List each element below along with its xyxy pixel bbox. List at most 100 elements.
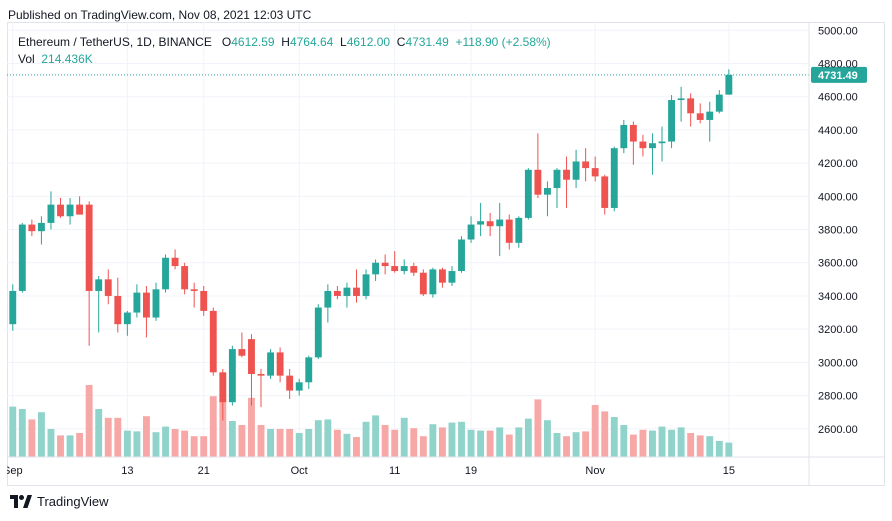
tradingview-footer[interactable]: TradingView — [10, 494, 109, 509]
volume-bar — [257, 425, 265, 457]
volume-bar — [391, 429, 399, 457]
candle — [677, 86, 685, 122]
volume-bar — [553, 433, 561, 457]
candle — [601, 174, 609, 215]
tradingview-logo-icon — [10, 495, 32, 508]
candle — [572, 149, 580, 189]
y-tick-label: 5000.00 — [818, 25, 858, 37]
candle — [591, 156, 599, 182]
volume-bar — [286, 429, 294, 457]
candle — [238, 332, 246, 358]
candle — [219, 369, 227, 421]
volume-bar — [324, 419, 332, 457]
candle-body — [620, 124, 628, 149]
volume-bar — [267, 429, 274, 457]
candle-body — [534, 169, 542, 195]
volume-bar — [314, 420, 322, 457]
volume-bar — [687, 433, 695, 457]
candle — [381, 254, 389, 275]
candle — [104, 269, 112, 305]
candle-body — [228, 349, 236, 403]
candle — [496, 202, 504, 257]
candle-body — [639, 141, 647, 149]
candle-body — [362, 274, 370, 296]
candle — [391, 251, 399, 273]
volume-bar — [658, 426, 666, 457]
volume-bar — [171, 429, 179, 457]
volume-bar — [677, 427, 685, 457]
volume-bars — [9, 385, 733, 457]
volume-bar — [85, 385, 93, 457]
candle — [515, 216, 523, 248]
volume-bar — [419, 436, 427, 457]
y-tick-label: 2800.00 — [818, 391, 858, 403]
candle-body — [591, 168, 599, 177]
candle — [553, 168, 561, 208]
candle — [286, 369, 294, 399]
candle — [114, 277, 122, 333]
candle-body — [524, 169, 532, 218]
volume-bar — [477, 430, 485, 457]
volume-bar — [152, 432, 160, 457]
candle-body — [57, 204, 64, 217]
symbol-legend: Ethereum / TetherUS, 1D, BINANCE O4612.5… — [18, 34, 551, 68]
last-price-label: 4731.49 — [818, 70, 858, 82]
candle-body — [486, 221, 494, 227]
candle-body — [668, 100, 675, 142]
volume-bar — [486, 430, 494, 457]
y-tick-label: 3400.00 — [818, 291, 858, 303]
candle-body — [696, 113, 704, 120]
candle-body — [66, 204, 74, 217]
volume-bar — [438, 427, 446, 457]
candle — [429, 267, 437, 298]
volume-bar — [95, 409, 103, 457]
low-label: L — [340, 35, 347, 49]
candle-body — [515, 217, 523, 243]
candle — [267, 349, 274, 379]
candle-body — [563, 169, 570, 180]
candle — [133, 284, 141, 318]
candle-body — [544, 188, 551, 195]
volume-bar — [515, 427, 523, 457]
volume-label: Vol — [18, 52, 35, 66]
candle-body — [687, 98, 695, 114]
volume-bar — [66, 435, 74, 457]
volume-bar — [572, 432, 580, 457]
price-axis[interactable]: 2600.00 2800.00 3000.00 3200.00 3400.00 3600.… — [808, 22, 858, 486]
candle — [37, 216, 45, 245]
volume-bar — [544, 420, 551, 457]
volume-bar — [219, 398, 227, 457]
volume-bar — [37, 412, 45, 457]
volume-bar — [9, 406, 17, 457]
candle-body — [190, 289, 198, 291]
candle — [725, 69, 733, 95]
volume-bar — [496, 427, 504, 457]
volume-bar — [706, 436, 714, 457]
x-tick-label: Oct — [291, 465, 308, 477]
symbol-name[interactable]: Ethereum / TetherUS, 1D, BINANCE — [18, 35, 212, 49]
candlestick-chart[interactable]: 4731.49 2600.00 2800.00 3000.00 3200.00 3400… — [7, 22, 885, 486]
legend-volume-row: Vol 214.436K — [18, 51, 551, 68]
chart-frame — [7, 22, 885, 486]
candle — [66, 197, 74, 225]
candle — [649, 133, 656, 175]
volume-bar — [458, 421, 465, 457]
candle — [209, 307, 217, 376]
volume-bar — [715, 441, 723, 457]
candle — [228, 345, 236, 406]
volume-bar — [362, 421, 370, 457]
candle — [400, 259, 408, 275]
candle-body — [725, 74, 733, 95]
volume-bar — [57, 435, 64, 457]
volume-bar — [639, 429, 647, 457]
x-tick-label: 15 — [723, 465, 735, 477]
candle-body — [123, 312, 131, 325]
candle — [696, 103, 704, 124]
volume-bar — [649, 430, 656, 457]
volume-bar — [620, 425, 628, 457]
candle-body — [438, 269, 446, 283]
volume-bar — [295, 433, 303, 457]
volume-bar — [209, 396, 217, 457]
time-axis[interactable]: Sep 13 21 Oct 11 19 Nov 15 — [7, 456, 885, 477]
candle — [410, 262, 418, 277]
